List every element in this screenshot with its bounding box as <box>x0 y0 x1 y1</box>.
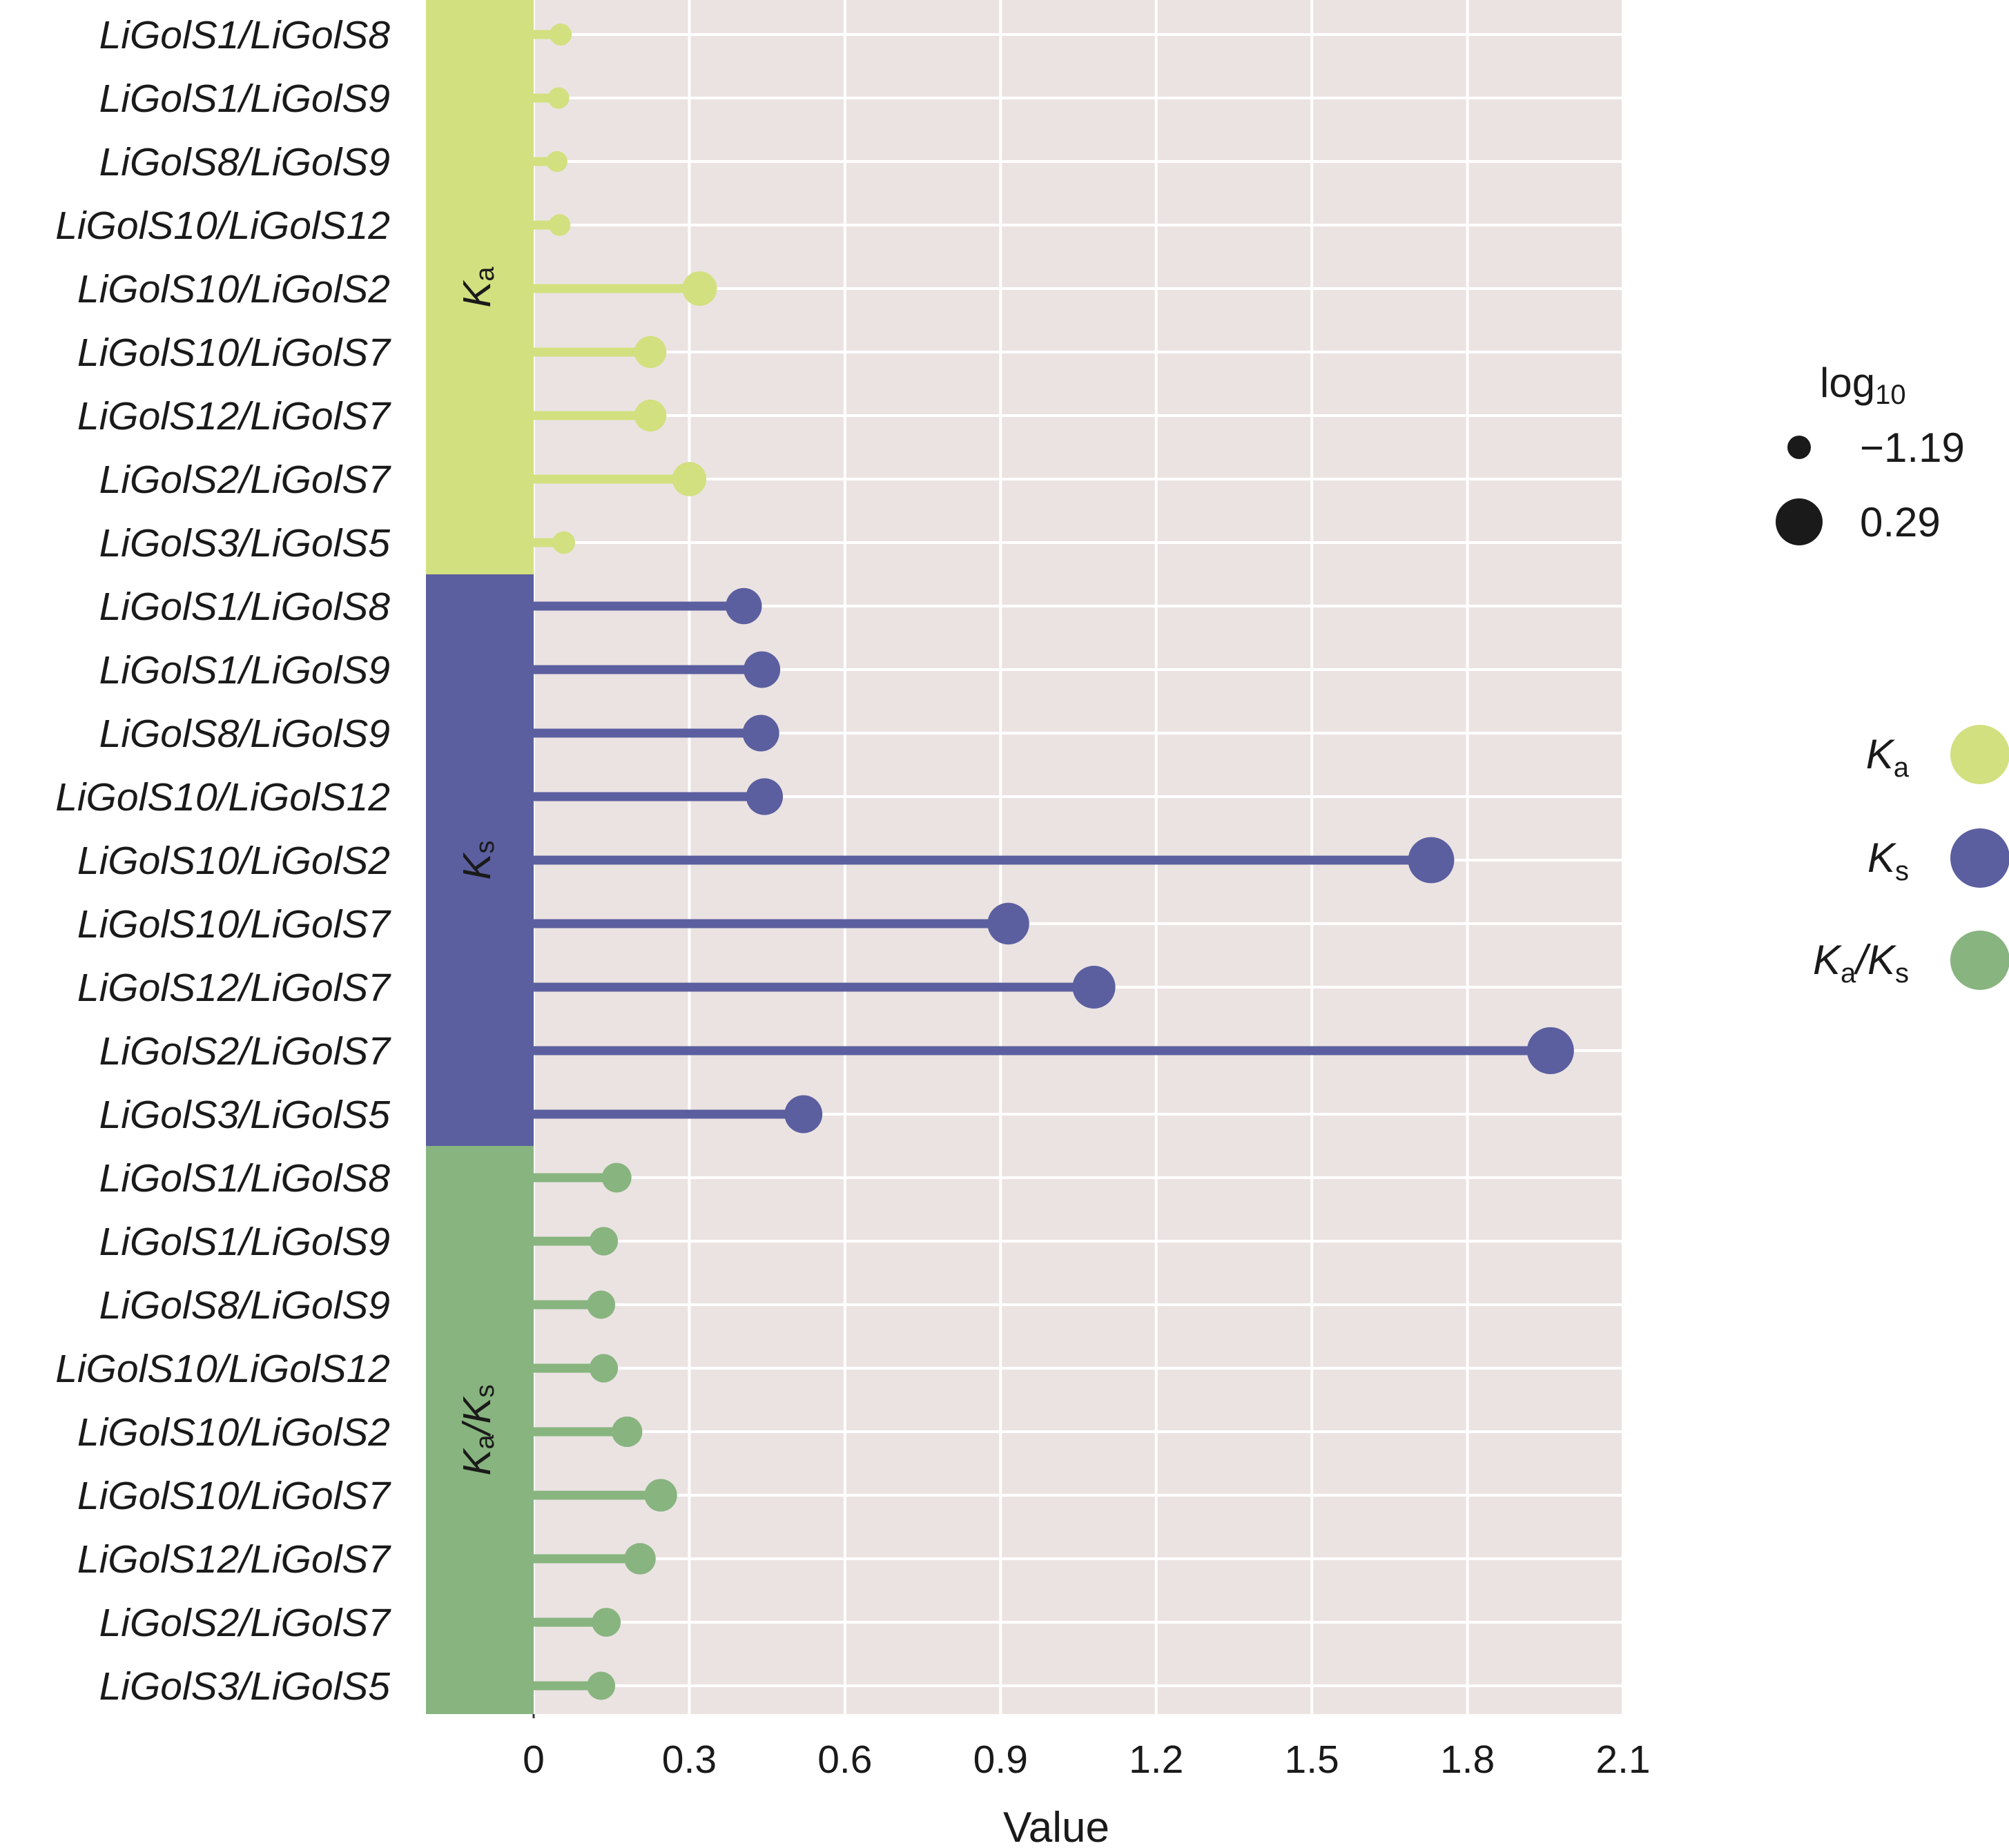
row-label: LiGolS1/LiGolS8 <box>99 1156 391 1200</box>
lollipop-point <box>682 271 717 307</box>
row-label: LiGolS10/LiGolS2 <box>77 1410 390 1455</box>
row-label: LiGolS1/LiGolS8 <box>99 585 391 629</box>
row-label: LiGolS12/LiGolS7 <box>77 394 391 438</box>
lollipop-point <box>587 1290 616 1319</box>
lollipop-point <box>744 651 781 688</box>
group-band <box>426 0 534 574</box>
row-label: LiGolS3/LiGolS5 <box>99 521 391 565</box>
size-legend: log10 −1.19 0.29 <box>1776 360 1965 545</box>
x-tick-label: 0.6 <box>817 1738 872 1782</box>
row-label: LiGolS1/LiGolS8 <box>99 13 391 57</box>
x-tick-label: 1.5 <box>1285 1738 1339 1782</box>
row-label: LiGolS10/LiGolS2 <box>77 839 390 883</box>
color-legend: Ka Ks Ka/Ks <box>1813 725 2009 990</box>
lollipop-point <box>547 87 570 109</box>
lollipop-point <box>587 1671 616 1700</box>
row-label: LiGolS10/LiGolS12 <box>55 1347 390 1391</box>
row-label: LiGolS8/LiGolS9 <box>99 140 390 184</box>
x-tick-label: 1.2 <box>1129 1738 1183 1782</box>
lollipop-point <box>548 214 571 236</box>
row-label: LiGolS2/LiGolS7 <box>99 1601 392 1645</box>
lollipop-point <box>644 1479 677 1512</box>
row-label: LiGolS10/LiGolS7 <box>77 902 391 946</box>
lollipop-point <box>726 587 762 625</box>
lollipop-point <box>546 150 567 173</box>
lollipop-point <box>1072 965 1116 1009</box>
x-tick-label: 2.1 <box>1595 1738 1650 1782</box>
row-label: LiGolS12/LiGolS7 <box>77 1537 391 1582</box>
color-legend-swatch <box>1950 828 2009 888</box>
lollipop-point <box>552 531 576 554</box>
color-legend-swatch <box>1950 725 2009 784</box>
row-label: LiGolS8/LiGolS9 <box>99 1283 390 1327</box>
lollipop-point <box>672 462 707 496</box>
group-label: Ks <box>455 840 500 879</box>
x-tick-label: 0.3 <box>662 1738 717 1782</box>
lollipop-point <box>624 1543 656 1575</box>
row-label: LiGolS10/LiGolS12 <box>55 204 390 248</box>
group-band <box>426 574 534 1146</box>
size-legend-label: −1.19 <box>1860 425 1965 471</box>
x-tick-label: 0.9 <box>973 1738 1028 1782</box>
group-band <box>426 1146 534 1714</box>
lollipop-point <box>634 399 667 432</box>
row-label: LiGolS10/LiGolS7 <box>77 1474 391 1518</box>
size-legend-dot <box>1787 436 1811 459</box>
row-label: LiGolS8/LiGolS9 <box>99 712 390 756</box>
x-tick-label: 1.8 <box>1440 1738 1495 1782</box>
row-label: LiGolS2/LiGolS7 <box>99 1029 392 1073</box>
lollipop-point <box>612 1416 643 1448</box>
lollipop-point <box>784 1095 823 1134</box>
lollipop-point <box>592 1608 621 1637</box>
row-label: LiGolS3/LiGolS5 <box>99 1664 391 1709</box>
row-label: LiGolS10/LiGolS2 <box>77 267 390 311</box>
lollipop-point <box>550 23 572 46</box>
lollipop-point <box>634 335 667 369</box>
x-axis: 0 0.3 0.6 0.9 1.2 1.5 1.8 2.1 <box>523 1714 1651 1782</box>
color-legend-label: Ks <box>1867 835 1909 886</box>
row-label: LiGolS1/LiGolS9 <box>99 1220 390 1264</box>
row-label: LiGolS3/LiGolS5 <box>99 1093 391 1137</box>
color-legend-label: Ka/Ks <box>1813 937 1909 989</box>
lollipop-point <box>987 902 1029 945</box>
lollipop-stems <box>534 23 1574 1700</box>
group-bands: Ka Ks Ka/Ks <box>426 0 534 1714</box>
size-legend-title: log10 <box>1820 360 1906 410</box>
lollipop-point <box>1408 837 1455 884</box>
size-legend-dot <box>1776 498 1823 545</box>
row-label: LiGolS12/LiGolS7 <box>77 966 391 1010</box>
lollipop-point <box>1526 1027 1574 1074</box>
lollipop-point <box>742 714 779 752</box>
row-label: LiGolS1/LiGolS9 <box>99 77 390 121</box>
lollipop-point <box>589 1354 619 1383</box>
color-legend-label: Ka <box>1866 731 1910 783</box>
row-label: LiGolS10/LiGolS12 <box>55 775 390 819</box>
x-axis-title: Value <box>1003 1804 1109 1848</box>
lollipop-point <box>601 1163 632 1193</box>
color-legend-swatch <box>1950 931 2009 990</box>
row-label: LiGolS2/LiGolS7 <box>99 458 392 502</box>
row-label: LiGolS10/LiGolS7 <box>77 331 391 375</box>
row-labels: LiGolS1/LiGolS8 LiGolS1/LiGolS9 LiGolS8/Li… <box>55 13 391 1709</box>
row-label: LiGolS1/LiGolS9 <box>99 648 390 692</box>
group-label: Ka/Ks <box>455 1384 500 1475</box>
size-legend-label: 0.29 <box>1860 499 1941 545</box>
group-label: Ka <box>455 266 500 308</box>
x-tick-label: 0 <box>523 1738 545 1782</box>
lollipop-point <box>746 778 784 815</box>
lollipop-point <box>589 1227 619 1256</box>
